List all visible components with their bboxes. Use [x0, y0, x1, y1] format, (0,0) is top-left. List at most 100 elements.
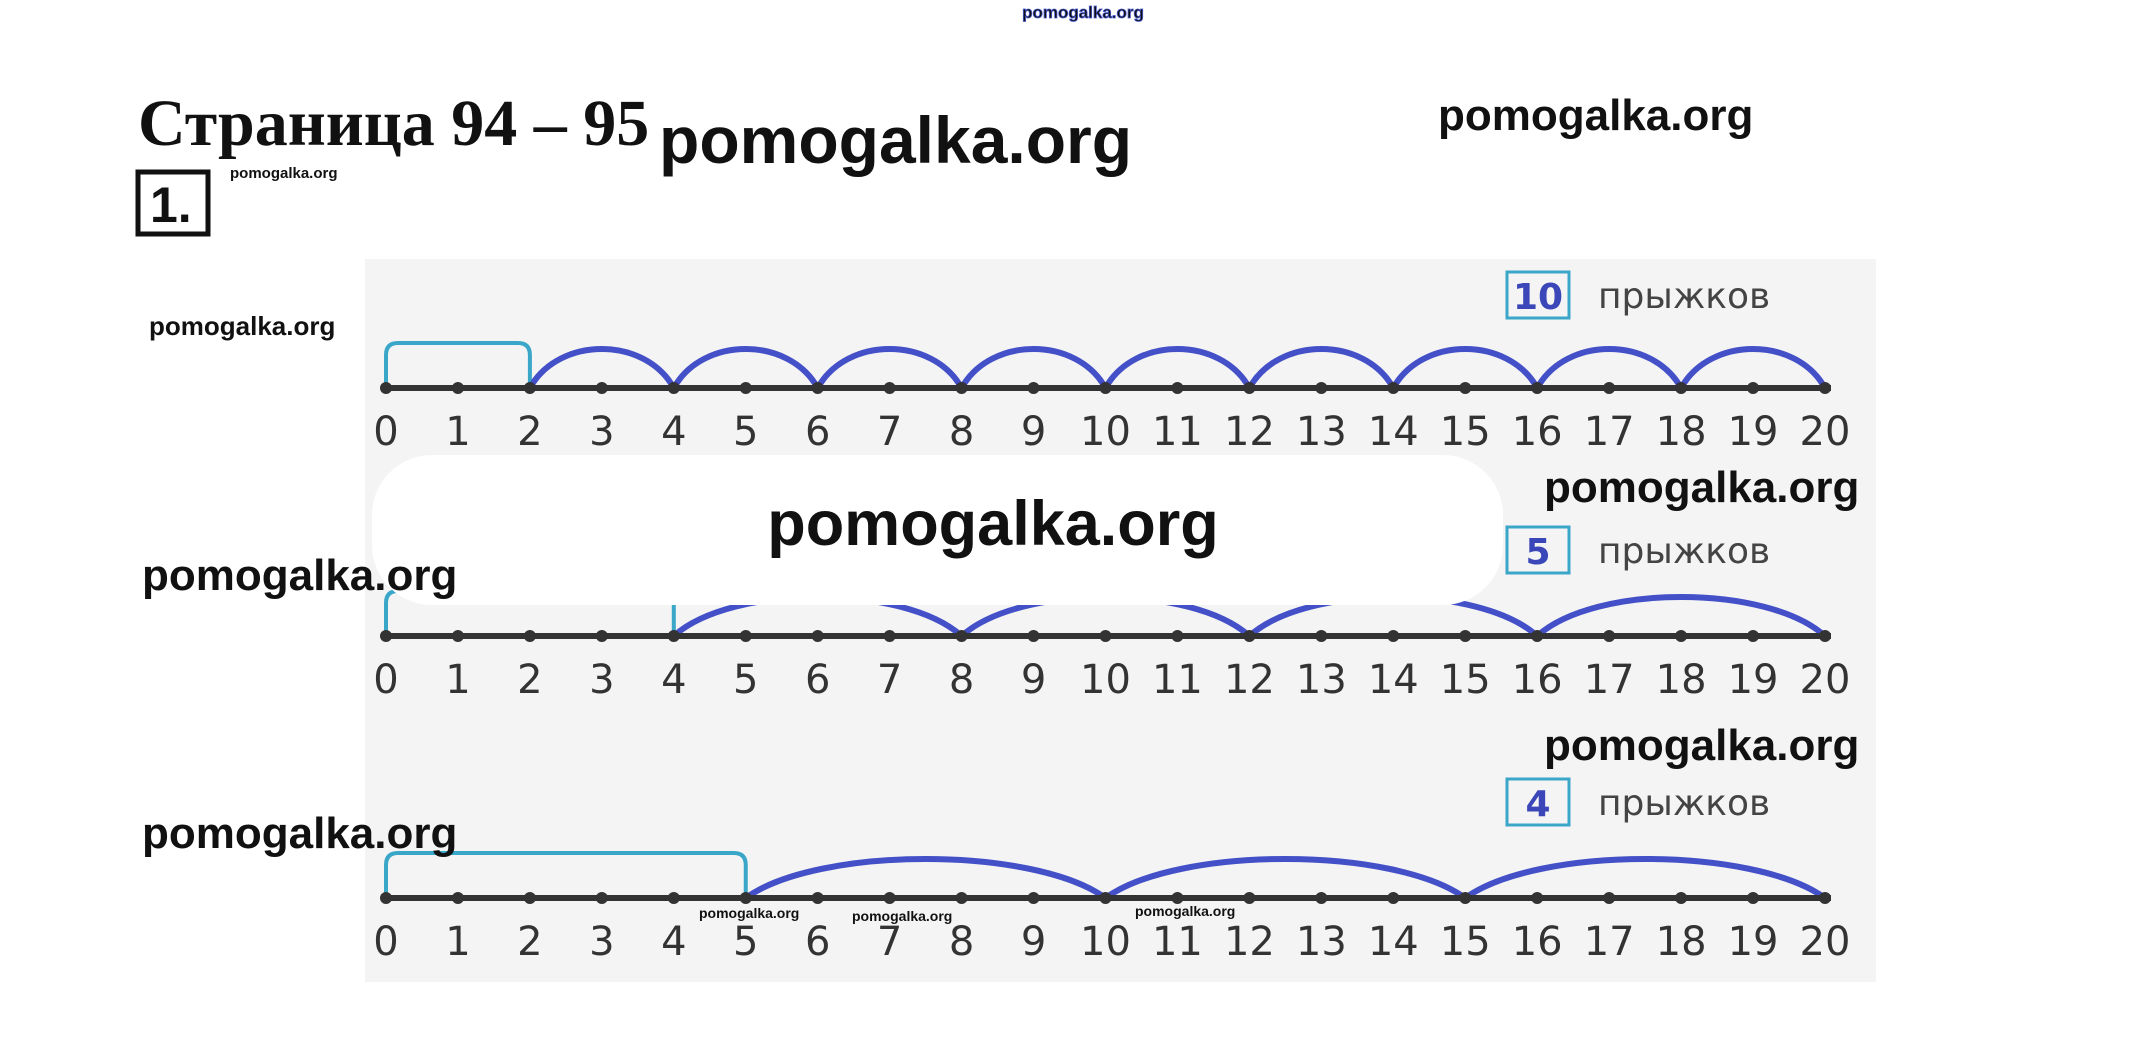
tick-label: 1 [445, 657, 470, 703]
jump-arc [1390, 346, 1540, 390]
watermark: pomogalka.org [767, 489, 1219, 559]
watermark: pomogalka.org [659, 103, 1132, 177]
tick-dot [883, 892, 896, 904]
jump-count: 4 [1525, 784, 1550, 825]
tick-label: 0 [373, 409, 398, 455]
tick-label: 4 [661, 409, 686, 455]
tick-label: 16 [1512, 919, 1563, 965]
tick-label: 8 [949, 657, 974, 703]
jump-arc [1103, 856, 1468, 901]
tick-label: 8 [949, 919, 974, 965]
tick-label: 15 [1440, 919, 1491, 965]
tick-label: 18 [1656, 919, 1707, 965]
jump-arc [815, 346, 965, 390]
tick-label: 5 [733, 409, 758, 455]
watermark: pomogalka.org [142, 551, 457, 600]
tick-label: 20 [1800, 919, 1851, 965]
tick-label: 19 [1728, 919, 1779, 965]
jump-arc [1535, 594, 1828, 639]
tick-label: 13 [1296, 919, 1347, 965]
tick-label: 4 [661, 657, 686, 703]
tick-dot [1099, 382, 1112, 394]
tick-label: 17 [1584, 409, 1635, 455]
watermark: pomogalka.org [142, 809, 457, 858]
tick-dot [955, 630, 968, 642]
watermark: pomogalka.org [1544, 463, 1859, 512]
tick-label: 5 [733, 919, 758, 965]
tick-dot [1171, 630, 1184, 642]
first-jump-bracket [384, 851, 748, 898]
tick-label: 20 [1800, 409, 1851, 455]
tick-dot [380, 892, 392, 904]
tick-dot [1603, 630, 1616, 642]
watermark: pomogalka.org [699, 905, 799, 921]
tick-label: 16 [1512, 409, 1563, 455]
watermark: pomogalka.org [1438, 91, 1753, 140]
jump-count-box [1505, 270, 1571, 320]
tick-dot [1531, 630, 1544, 642]
tick-dot [1315, 892, 1328, 904]
tick-dot [667, 892, 680, 904]
tick-dot [1387, 382, 1400, 394]
jump-arc [527, 346, 677, 390]
task-box [135, 169, 211, 237]
tick-label: 10 [1080, 657, 1131, 703]
tick-dot [667, 630, 680, 642]
tick-label: 6 [805, 657, 830, 703]
tick-dot [1819, 892, 1831, 904]
tick-label: 6 [805, 409, 830, 455]
tick-label: 0 [373, 919, 398, 965]
jump-caption: прыжков [1598, 531, 1770, 572]
tick-dot [1315, 630, 1328, 642]
jump-count-box [1505, 777, 1571, 827]
jump-caption: прыжков [1598, 783, 1770, 824]
tick-dot [1603, 382, 1616, 394]
first-jump-bracket [384, 341, 532, 388]
tick-label: 1 [445, 919, 470, 965]
tick-label: 11 [1152, 657, 1203, 703]
tick-label: 13 [1296, 657, 1347, 703]
tick-label: 5 [733, 657, 758, 703]
tick-dot [1243, 382, 1256, 394]
jump-arc [958, 346, 1109, 390]
tick-label: 2 [517, 409, 542, 455]
task-number: 1. [150, 177, 192, 233]
tick-label: 19 [1728, 657, 1779, 703]
jump-caption: прыжков [1598, 276, 1770, 317]
tick-dot [380, 630, 392, 642]
tick-label: 11 [1152, 409, 1203, 455]
tick-dot [1459, 630, 1472, 642]
jump-arc [1463, 856, 1827, 901]
tick-label: 7 [877, 409, 902, 455]
watermark: pomogalka.org [149, 311, 335, 341]
tick-label: 3 [589, 409, 614, 455]
tick-label: 15 [1440, 657, 1491, 703]
watermark: pomogalka.org [1135, 903, 1235, 919]
tick-dot [883, 382, 896, 394]
tick-dot [1387, 892, 1400, 904]
tick-dot [451, 892, 464, 904]
tick-dot [1387, 630, 1400, 642]
tick-dot [739, 630, 752, 642]
tick-dot [1603, 892, 1616, 904]
tick-label: 6 [805, 919, 830, 965]
page-title: Страница 94 – 95 [138, 87, 649, 160]
tick-dot [1675, 892, 1688, 904]
tick-dot [1459, 892, 1472, 904]
tick-dot [523, 892, 536, 904]
tick-label: 10 [1080, 919, 1131, 965]
tick-label: 17 [1584, 919, 1635, 965]
tick-dot [1027, 892, 1040, 904]
tick-dot [595, 892, 608, 904]
tick-label: 14 [1368, 919, 1419, 965]
tick-label: 16 [1512, 657, 1563, 703]
jump-arc [1246, 346, 1396, 390]
watermark: pomogalka.org [1544, 721, 1859, 770]
jump-count-box [1505, 525, 1571, 575]
watermark: pomogalka.org [230, 165, 338, 182]
tick-dot [1243, 630, 1256, 642]
tick-label: 15 [1440, 409, 1491, 455]
tick-dot [595, 630, 608, 642]
